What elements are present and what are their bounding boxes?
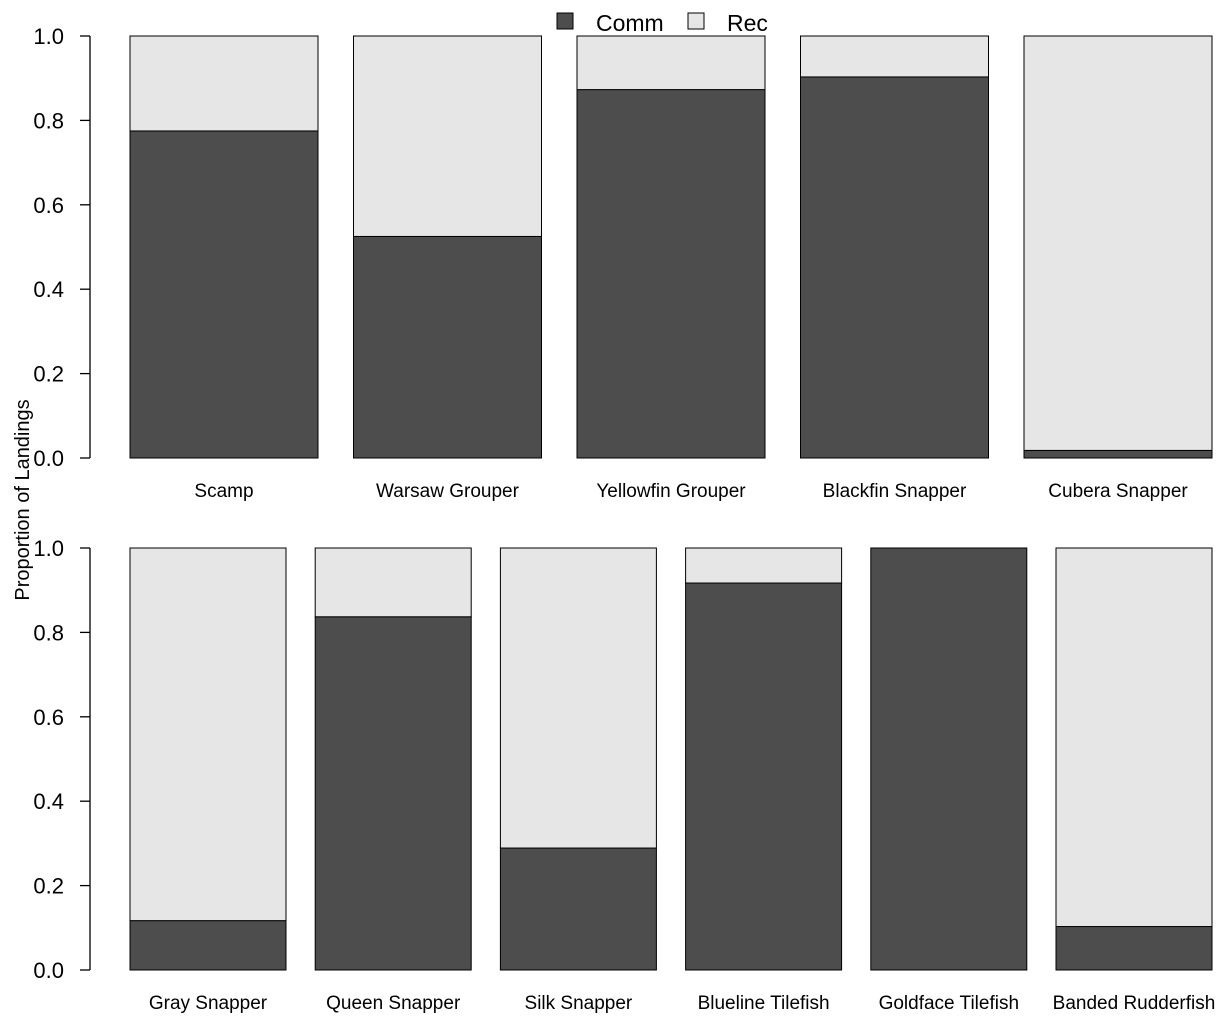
category-label: Goldface Tilefish	[879, 993, 1019, 1014]
category-label: Scamp	[194, 481, 253, 502]
category-label: Yellowfin Grouper	[596, 481, 746, 502]
bar-comm	[499, 847, 657, 971]
chart-panel-bottom: 0.0 0.2 0.4 0.6 0.8 1.0 Gray Snapper Queen Snap…	[33, 536, 1215, 1014]
y-tick-label: 0.6	[33, 705, 64, 730]
category-label: Banded Rudderfish	[1053, 993, 1216, 1014]
bar-rec	[576, 35, 766, 91]
category-label: Blueline Tilefish	[698, 993, 830, 1014]
legend-label-comm: Comm	[596, 10, 664, 36]
category-label: Warsaw Grouper	[376, 481, 520, 502]
legend-swatch-rec	[687, 12, 705, 30]
category-label: Silk Snapper	[525, 993, 633, 1014]
bar-comm	[1023, 449, 1213, 459]
category-label: Queen Snapper	[326, 993, 461, 1014]
y-tick-label: 1.0	[33, 536, 64, 561]
bar-rec	[353, 35, 542, 237]
y-tick-label: 1.0	[33, 24, 64, 49]
y-axis-label: Proportion of Landings	[12, 399, 34, 600]
bar-rec	[685, 547, 843, 584]
y-tick-label: 0.2	[33, 362, 64, 387]
y-tick-label: 0.0	[33, 446, 64, 471]
bar-rec	[129, 35, 319, 132]
y-tick-label: 0.4	[33, 277, 64, 302]
bar-rec	[314, 547, 472, 618]
bar-comm	[129, 130, 319, 459]
bar-rec	[800, 35, 989, 78]
bar-rec	[499, 547, 657, 849]
bar-rec	[1055, 547, 1213, 928]
y-axis-label-group: Proportion of Landings	[12, 399, 34, 600]
y-tick-label: 0.4	[33, 789, 64, 814]
y-tick-label: 0.2	[33, 874, 64, 899]
legend-swatch-comm	[556, 12, 574, 30]
bar-comm	[353, 235, 542, 459]
legend: Comm Rec	[556, 10, 768, 36]
bar-comm	[800, 76, 989, 459]
bar-rec	[1023, 35, 1213, 451]
y-tick-label: 0.6	[33, 193, 64, 218]
category-label: Cubera Snapper	[1048, 481, 1188, 502]
category-label: Gray Snapper	[149, 993, 268, 1014]
bar-comm	[576, 89, 766, 459]
y-tick-label: 0.8	[33, 108, 64, 133]
bar-rec	[129, 547, 287, 922]
y-tick-label: 0.8	[33, 620, 64, 645]
legend-label-rec: Rec	[727, 10, 768, 36]
y-tick-label: 0.0	[33, 958, 64, 983]
chart-panel-top: 0.0 0.2 0.4 0.6 0.8 1.0 Scamp Warsaw Grouper Yel…	[33, 24, 1213, 502]
bar-comm	[314, 616, 472, 971]
category-label: Blackfin Snapper	[823, 481, 967, 502]
bar-comm	[870, 547, 1028, 971]
bar-comm	[1055, 926, 1213, 971]
bar-comm	[685, 582, 843, 971]
bar-comm	[129, 920, 287, 971]
